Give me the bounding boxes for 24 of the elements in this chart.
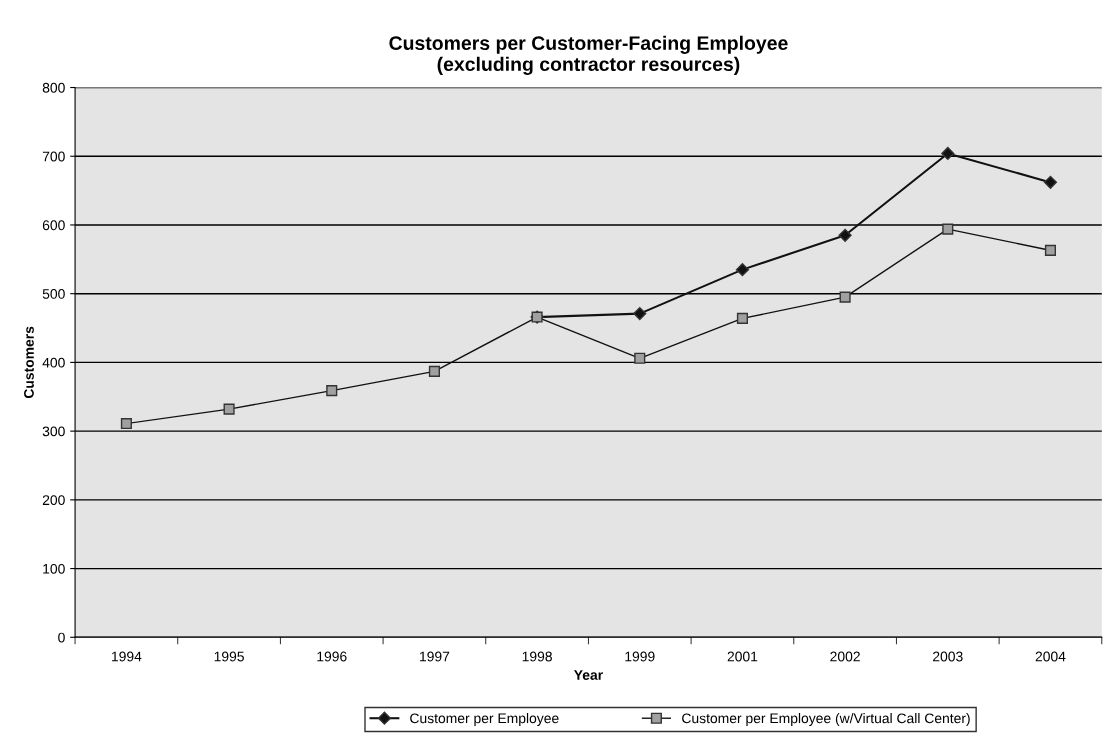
- x-tick-label: 2002: [830, 651, 860, 662]
- y-tick-label: 700: [42, 151, 65, 162]
- x-tick-label: 2004: [1035, 651, 1066, 662]
- y-tick-label: 100: [43, 563, 65, 574]
- chart-title: Customers per Customer-Facing Employee (excluding contractor resources): [389, 35, 788, 75]
- y-tick-label: 500: [42, 289, 65, 299]
- legend-label: Customer per Employee: [410, 713, 559, 726]
- y-tick-label: 0: [58, 632, 65, 643]
- y-tick-label: 400: [42, 357, 65, 368]
- x-tick-label: 1994: [112, 651, 142, 662]
- y-tick-label: 300: [42, 426, 65, 437]
- y-tick-label: 200: [42, 495, 65, 506]
- x-tick-label: 1995: [214, 651, 244, 662]
- x-axis-title: Year: [573, 670, 603, 680]
- x-tick-label: 1997: [420, 651, 450, 662]
- x-tick-label: 1996: [317, 651, 347, 662]
- x-tick-label: 2001: [727, 651, 758, 662]
- y-tick-label: 800: [42, 82, 65, 93]
- y-tick-label: 600: [42, 220, 65, 231]
- x-tick-label: 1999: [625, 651, 655, 662]
- legend-label: Customer per Employee (w/Virtual Call Center): [682, 713, 970, 726]
- y-axis-title: Customers: [24, 326, 34, 399]
- x-tick-label: 2003: [933, 651, 963, 662]
- x-tick-label: 1998: [522, 651, 552, 662]
